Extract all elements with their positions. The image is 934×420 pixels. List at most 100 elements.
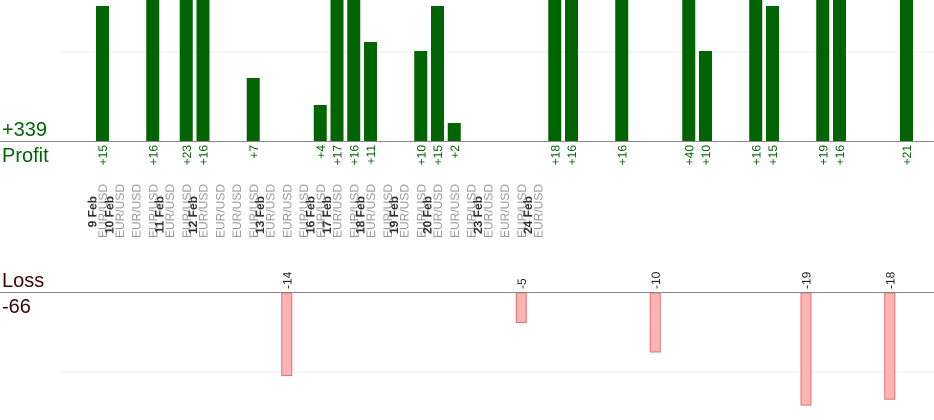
profit-bars [96,0,913,141]
symbol-label: EUR/USD [146,184,160,238]
profit-bar [364,42,377,141]
symbol-label: EUR/USD [481,184,495,238]
profit-value-label: +16 [749,145,763,166]
profit-value-label: +23 [180,145,194,166]
profit-bar [548,0,562,141]
loss-bars [281,292,896,406]
symbol-label: EUR/USD [264,184,278,238]
profit-bar [347,0,361,141]
profit-bar [414,51,428,141]
symbol-label: EUR/USD [247,184,261,238]
loss-bar [884,292,896,400]
day-label: 23 Feb [471,196,485,234]
profit-bar [246,78,260,141]
day-label: 19 Feb [387,196,401,234]
loss-bar [800,292,812,406]
profit-bar [431,6,444,141]
profit-total: +339 [2,119,48,141]
profit-bar [766,6,779,141]
loss-bar [649,292,661,353]
symbol-label: EUR/USD [347,184,361,238]
symbol-label: EUR/USD [515,184,529,238]
symbol-label: EUR/USD [297,184,311,238]
symbol-label: EUR/USD [130,184,144,238]
symbol-label: EUR/USD [163,184,177,238]
profit-value-label: +40 [682,145,696,166]
day-label: 11 Feb [153,196,167,233]
loss-bar [515,292,527,323]
profit-value-label: +16 [197,145,211,166]
profit-value-label: +2 [448,145,462,159]
symbol-label: EUR/USD [180,184,194,238]
symbol-label: EUR/USD [532,184,546,238]
profit-value-label: +15 [766,145,780,166]
loss-value-label: -5 [515,278,529,289]
symbol-label: EUR/USD [364,184,378,238]
symbol-label: EUR/USD [280,184,294,238]
day-label: 16 Feb [303,196,317,234]
day-label: 17 Feb [320,196,334,234]
symbol-label: EUR/USD [381,184,395,238]
day-label: 20 Feb [421,196,435,234]
symbol-label: EUR/USD [314,184,328,238]
profit-value-label: +15 [96,145,110,166]
profit-bar [447,123,461,141]
symbol-label: EUR/USD [197,184,211,238]
symbol-label: EUR/USD [331,184,345,238]
symbol-label: EUR/USD [498,184,512,238]
day-label: 10 Feb [102,196,116,234]
day-label: 24 Feb [521,196,535,234]
profit-bar [699,51,712,141]
loss-value-label: -14 [280,271,294,289]
symbol-label: EUR/USD [465,184,479,238]
profit-value-label: +16 [833,145,847,166]
day-label: 13 Feb [253,196,267,234]
profit-value-label: +15 [431,145,445,166]
symbol-label: EUR/USD [113,184,127,238]
axis-lines [0,141,934,293]
symbol-label: EUR/USD [96,184,110,238]
symbol-label: EUR/USD [213,184,227,238]
profit-value-label: +16 [146,145,160,166]
profit-bar [330,0,344,141]
profit-value-label: +16 [347,145,361,166]
profit-value-label: +16 [615,145,629,166]
profit-value-label: +21 [900,145,914,166]
profit-value-label: +19 [816,145,830,166]
profit-value-label: +10 [414,145,428,166]
profit-bar [313,105,327,141]
profit-bar [900,0,913,141]
profit-value-label: +7 [247,145,261,159]
loss-value-label: -19 [800,271,814,289]
profit-bar [96,6,109,141]
profit-value-label: +11 [364,145,378,165]
profit-bar [749,0,763,141]
profit-bar [565,0,578,141]
loss-value-label: -10 [649,271,663,289]
profit-bar [816,0,830,141]
profit-bar [179,0,193,141]
profit-value-label: +4 [314,145,328,159]
profit-value-label: +17 [331,145,345,166]
loss-value-label: -18 [883,271,897,289]
day-label: 9 Feb [86,196,100,227]
symbol-label: EUR/USD [414,184,428,238]
day-label: 18 Feb [354,196,368,234]
profit-bar [615,0,629,141]
symbol-label: EUR/USD [448,184,462,238]
value-labels: +15 +16 +23 +16 +7 +4 +17 +16 +11 +10 +15 +2 +18 +16 +… [96,145,914,289]
profit-bar [146,0,160,141]
profit-value-label: +10 [699,145,713,166]
profit-bar [682,0,696,141]
profit-bar [833,0,846,141]
profit-title: Profit [2,145,49,167]
loss-total: -66 [2,296,31,318]
loss-title: Loss [2,270,45,292]
profit-bar [196,0,210,141]
loss-bar [281,292,293,377]
profit-value-label: +18 [548,145,562,166]
symbol-label: EUR/USD [398,184,412,238]
symbol-label: EUR/USD [230,184,244,238]
